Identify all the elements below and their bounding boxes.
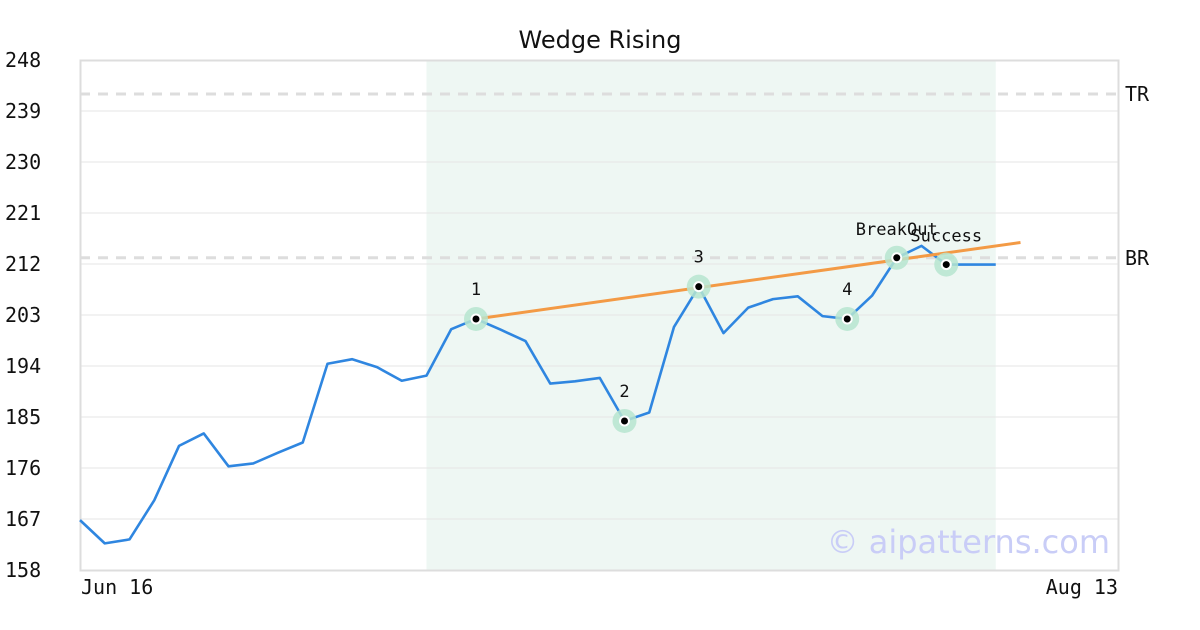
pivot-dot <box>843 315 851 323</box>
reference-label-tr: TR <box>1125 82 1150 106</box>
plot-frame <box>79 59 1120 572</box>
wedge-upper-trendline <box>475 240 1021 321</box>
y-tick-label: 203 <box>5 303 41 327</box>
y-axis-ticks: 248 239 230 221 212 203 194 185 176 167 158 <box>5 48 41 582</box>
trendline-layer <box>475 240 1021 321</box>
y-tick-label: 158 <box>5 558 41 582</box>
pivot-label: 2 <box>619 382 629 402</box>
y-tick-label: 185 <box>5 405 41 429</box>
watermark: © aipatterns.com <box>827 523 1110 561</box>
y-tick-label: 239 <box>5 99 41 123</box>
pivot-label: 1 <box>471 280 481 300</box>
y-tick-label: 248 <box>5 48 41 72</box>
pivot-label: BreakOut <box>856 220 938 240</box>
pivot-dot <box>695 283 703 291</box>
pivot-dot <box>893 254 901 262</box>
pivot-label: 3 <box>694 248 704 268</box>
x-tick-label-start: Jun 16 <box>81 575 153 599</box>
pivot-dot <box>472 315 480 323</box>
pivot-label: 4 <box>842 280 852 300</box>
pivot-dot <box>942 261 950 269</box>
x-tick-label-end: Aug 13 <box>1046 575 1118 599</box>
y-tick-label: 221 <box>5 201 41 225</box>
pivot-label: Success <box>910 227 982 247</box>
y-tick-label: 176 <box>5 456 41 480</box>
y-tick-label: 230 <box>5 150 41 174</box>
y-tick-label: 194 <box>5 354 41 378</box>
pivot-dot <box>621 417 628 425</box>
y-tick-label: 212 <box>5 252 41 276</box>
y-tick-label: 167 <box>5 507 41 531</box>
chart-title: Wedge Rising <box>519 26 682 54</box>
reference-label-br: BR <box>1125 246 1150 270</box>
